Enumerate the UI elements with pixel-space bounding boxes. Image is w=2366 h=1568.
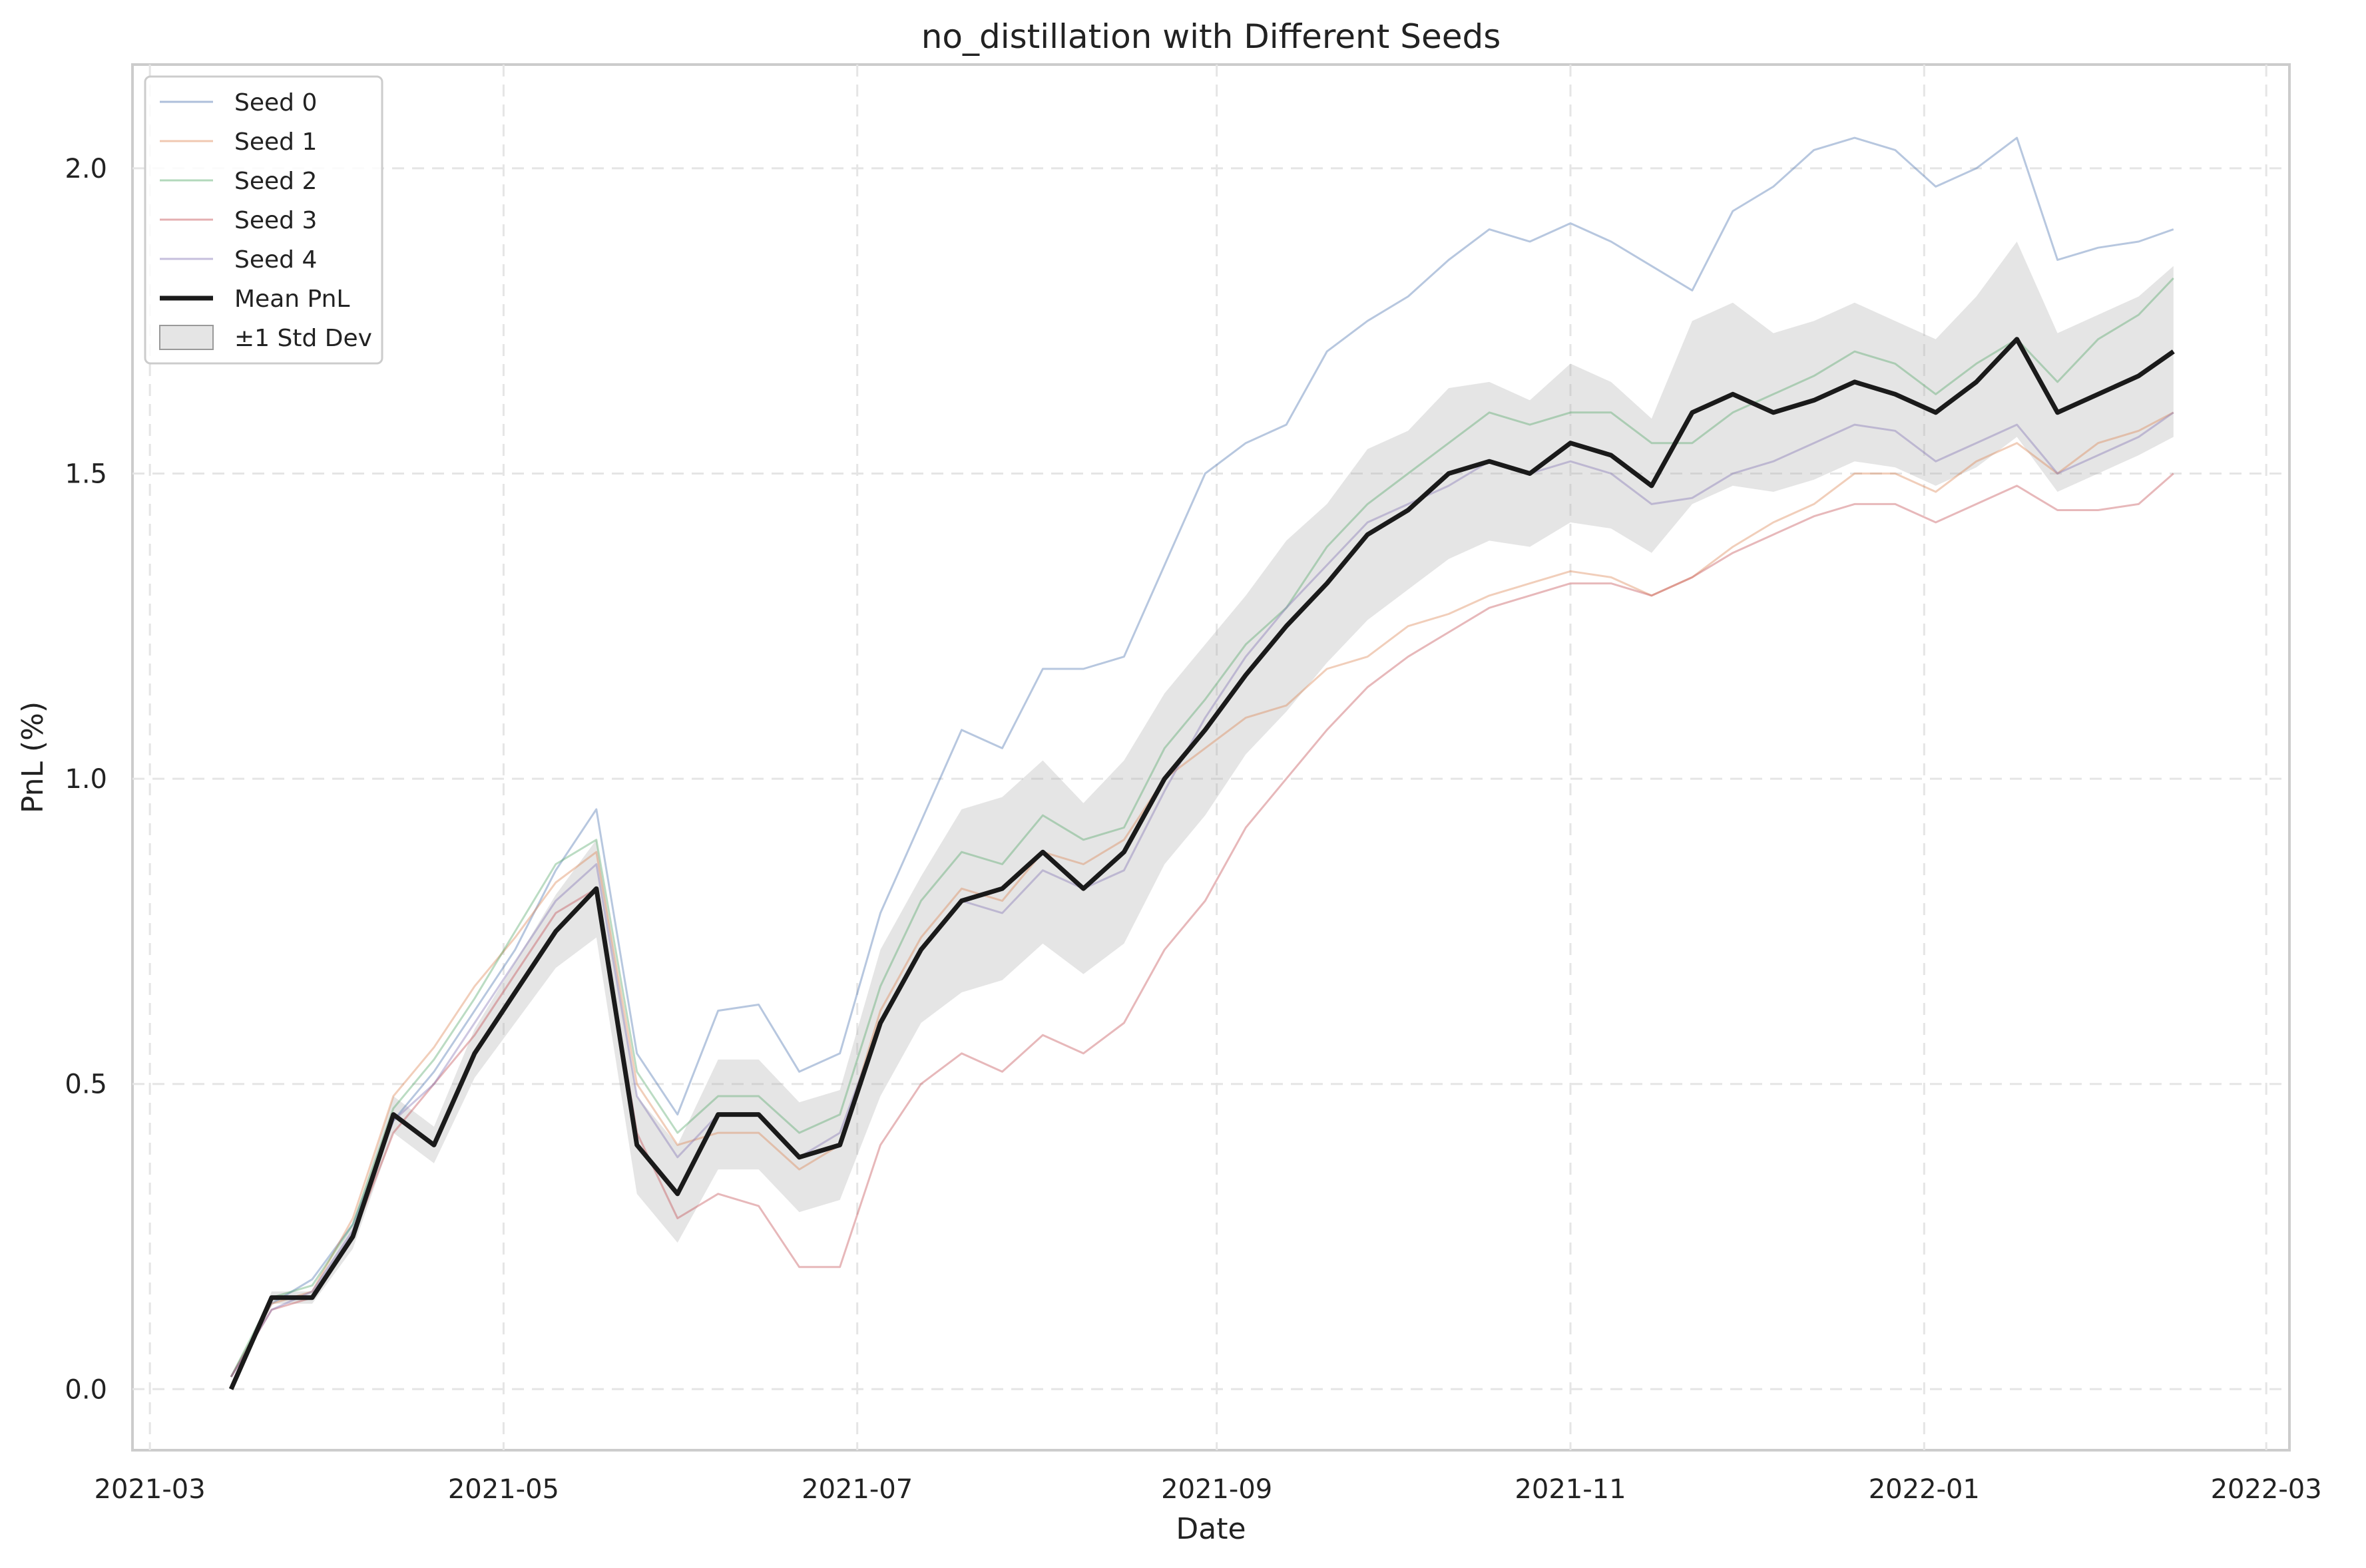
legend-label-band: ±1 Std Dev <box>234 325 372 352</box>
legend: Seed 0 Seed 1 Seed 2 Seed 3 Seed 4 Mean PnL ±1… <box>144 75 383 365</box>
x-tick-label: 2021-03 <box>95 1474 206 1505</box>
legend-label: Seed 2 <box>234 168 317 195</box>
x-tick-label: 2021-07 <box>802 1474 913 1505</box>
x-tick-label: 2022-03 <box>2211 1474 2322 1505</box>
legend-label: Seed 0 <box>234 89 317 116</box>
chart-title: no_distillation with Different Seeds <box>921 17 1501 56</box>
legend-box <box>144 75 383 365</box>
x-axis-ticks: 2021-03 2021-05 2021-07 2021-09 2021-11 2022-… <box>95 1474 2322 1505</box>
y-tick-label: 0.0 <box>65 1374 107 1405</box>
legend-label: Seed 1 <box>234 128 317 156</box>
legend-label: Seed 4 <box>234 246 317 274</box>
legend-label: Mean PnL <box>234 286 350 313</box>
y-tick-label: 1.0 <box>65 764 107 795</box>
mean-pnl-line <box>228 337 2175 1390</box>
seed-line-0 <box>230 136 2174 1378</box>
y-axis-label: PnL (%) <box>16 701 50 813</box>
seed-line-3 <box>230 473 2174 1378</box>
x-axis-label: Date <box>1176 1512 1246 1546</box>
y-axis-ticks: 0.0 0.5 1.0 1.5 2.0 <box>65 154 107 1405</box>
grid-lines <box>132 65 2289 1450</box>
y-tick-label: 2.0 <box>65 154 107 184</box>
seed-line-4 <box>230 411 2174 1378</box>
std-dev-band <box>231 242 2174 1390</box>
std-band-layer <box>231 242 2174 1390</box>
series-layer <box>228 136 2175 1390</box>
seed-line-1 <box>230 411 2174 1378</box>
x-tick-label: 2021-09 <box>1161 1474 1272 1505</box>
legend-label: Seed 3 <box>234 207 317 234</box>
seed-line-2 <box>230 277 2174 1378</box>
x-tick-label: 2022-01 <box>1869 1474 1980 1505</box>
x-tick-label: 2021-11 <box>1515 1474 1626 1505</box>
legend-swatch-band <box>159 325 214 350</box>
y-tick-label: 1.5 <box>65 459 107 490</box>
plot-area <box>131 63 2291 1452</box>
y-tick-label: 0.5 <box>65 1070 107 1100</box>
x-tick-label: 2021-05 <box>448 1474 559 1505</box>
